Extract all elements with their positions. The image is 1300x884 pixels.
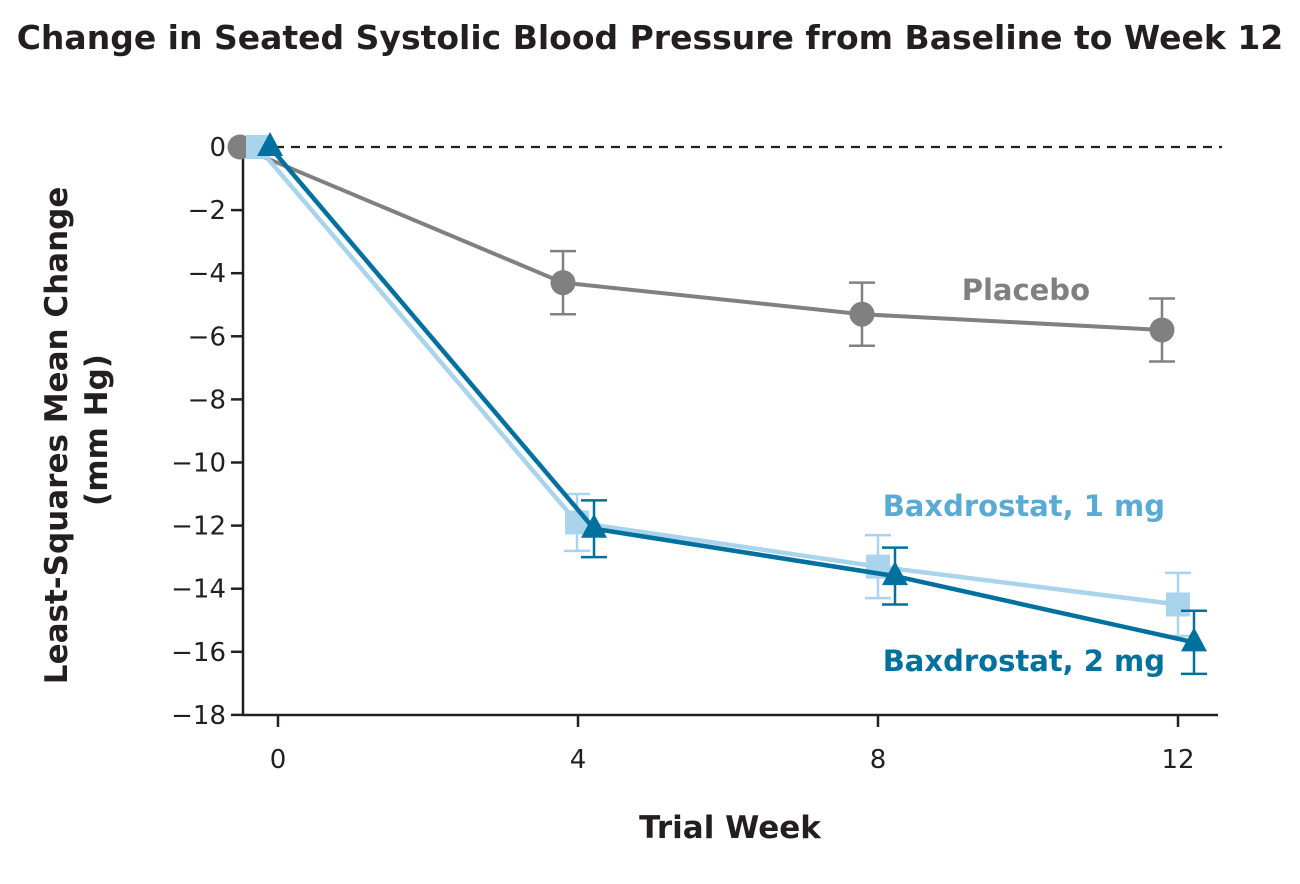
data-point <box>1166 592 1190 617</box>
series-line <box>239 145 1163 332</box>
data-point <box>257 132 283 156</box>
y-tick-label: −10 <box>171 449 226 479</box>
y-tick-label: −6 <box>188 322 226 352</box>
y-tick-label: −4 <box>188 259 226 289</box>
y-tick-label: 0 <box>209 133 226 163</box>
x-tick-label: 4 <box>570 745 587 775</box>
y-tick-label: −12 <box>171 512 226 542</box>
series-label: Placebo <box>962 273 1090 307</box>
y-tick-label: −14 <box>171 575 226 605</box>
x-axis-title: Trial Week <box>639 810 822 846</box>
data-point <box>550 270 576 296</box>
series-baxdrostat-2mg <box>257 132 1207 676</box>
series-line <box>268 145 1195 645</box>
data-point <box>882 561 908 586</box>
x-axis: 0 4 8 12 <box>243 713 1218 775</box>
series-placebo <box>227 134 1175 363</box>
data-point <box>849 301 875 327</box>
data-point <box>1149 317 1175 343</box>
chart-title: Change in Seated Systolic Blood Pressure… <box>17 18 1284 57</box>
series-label: Baxdrostat, 1 mg <box>883 489 1165 523</box>
y-tick-label: −16 <box>171 638 226 668</box>
series-label: Baxdrostat, 2 mg <box>883 644 1165 678</box>
series-group <box>227 132 1207 676</box>
y-axis: 0 −2 −4 −6 −8 −10 −12 −14 −16 −18 <box>171 133 245 731</box>
y-axis-title-line-1: Least-Squares Mean Change <box>39 187 75 685</box>
x-tick-label: 8 <box>870 745 887 775</box>
series-labels: Placebo Baxdrostat, 1 mg Baxdrostat, 2 mg <box>883 273 1165 678</box>
data-point <box>1181 627 1207 652</box>
y-tick-label: −8 <box>188 385 226 415</box>
y-tick-label: −18 <box>171 701 226 731</box>
data-point <box>581 513 607 538</box>
y-axis-title-line-2: (mm Hg) <box>79 354 115 506</box>
y-axis-title: Least-Squares Mean Change (mm Hg) <box>39 176 115 684</box>
x-tick-label: 12 <box>1161 745 1194 775</box>
x-tick-label: 0 <box>270 745 287 775</box>
series-line <box>256 145 1179 607</box>
y-tick-label: −2 <box>188 196 226 226</box>
